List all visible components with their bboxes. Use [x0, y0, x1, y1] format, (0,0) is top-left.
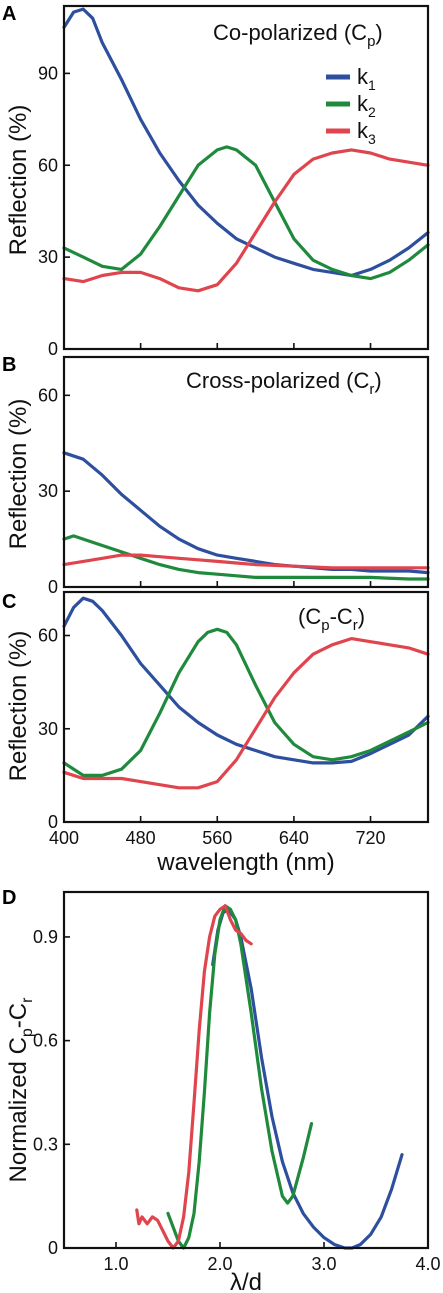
x-tick-label: 480: [126, 828, 156, 848]
plot-frame: [62, 590, 430, 824]
panel-c-xlabel: wavelength (nm): [156, 849, 334, 876]
x-tick-label: 400: [49, 828, 79, 848]
y-tick-label: 0: [48, 339, 58, 359]
series-line-k1: [62, 7, 430, 278]
panel-a-ylabel: Reflection (%): [5, 105, 32, 256]
panel-a-annotation: Co-polarized (Cp): [213, 20, 383, 50]
x-tick-label: 720: [356, 828, 386, 848]
x-tick-label: 1.0: [103, 1254, 128, 1274]
legend-item-k1: k1: [326, 64, 376, 93]
panel-a: A Co-polarized (Cp) k1 k2 k3 0 30 60 90: [2, 3, 430, 359]
legend-label-k1: k1: [357, 64, 376, 93]
y-tick-label: 30: [38, 719, 58, 739]
series-line-k2: [166, 904, 314, 1250]
panel-letter-d: D: [2, 887, 16, 909]
y-tick-label: 90: [38, 63, 58, 83]
y-tick-label: 0.3: [33, 1134, 58, 1154]
y-tick-label: 0: [48, 812, 58, 832]
series-line-k3: [62, 148, 430, 293]
panel-letter-c: C: [2, 591, 16, 613]
x-tick-label: 4.0: [415, 1254, 440, 1274]
legend-label-k3: k3: [357, 118, 376, 147]
panel-d-xlabel: λ/d: [230, 1269, 262, 1293]
x-tick-label: 640: [279, 828, 309, 848]
panel-d: D 0 0.3 0.6 0.9 1.0 2.0 3.0 4.0: [2, 887, 441, 1274]
y-tick-label: 60: [38, 626, 58, 646]
panel-b-ylabel: Reflection (%): [5, 399, 32, 550]
plot-frame: [62, 890, 430, 1250]
plot-frame: [62, 355, 430, 589]
panel-letter-a: A: [2, 3, 16, 25]
y-tick-label: 30: [38, 481, 58, 501]
x-tick-label: 2.0: [207, 1254, 232, 1274]
series-line-k1: [62, 451, 430, 575]
panel-c-annotation: (Cp-Cr): [298, 604, 365, 634]
y-tick-label: 0: [48, 577, 58, 597]
series-line-k1: [62, 596, 430, 765]
panel-c-ylabel: Reflection (%): [5, 631, 32, 782]
series-line-k2: [62, 627, 430, 777]
panel-letter-b: B: [2, 354, 16, 376]
series-line-k2: [62, 534, 430, 581]
series-line-k1: [211, 907, 404, 1250]
y-tick-label: 0.6: [33, 1031, 58, 1051]
x-tick-label: 560: [202, 828, 232, 848]
panel-b-annotation: Cross-polarized (Cr): [186, 368, 382, 398]
panel-b: B Cross-polarized (Cr) 0 30 60: [2, 354, 430, 597]
y-tick-label: 0.9: [33, 927, 58, 947]
y-tick-label: 60: [38, 385, 58, 405]
legend-label-k2: k2: [357, 91, 376, 120]
legend-item-k3: k3: [326, 118, 376, 147]
y-tick-label: 60: [38, 155, 58, 175]
legend: k1 k2 k3: [326, 64, 376, 147]
series-line-k3: [62, 637, 430, 790]
plot-frame: [62, 4, 430, 351]
series-line-k3: [135, 904, 253, 1250]
y-tick-label: 0: [48, 1238, 58, 1258]
series-line-k3: [62, 553, 430, 570]
x-tick-label: 3.0: [311, 1254, 336, 1274]
series-line-k2: [62, 145, 430, 281]
panel-d-ylabel: Normalized Cp-Cr: [5, 997, 36, 1183]
panel-c: C (Cp-Cr) 0 30 60 400 480 560 640 720: [2, 590, 430, 848]
legend-item-k2: k2: [326, 91, 376, 120]
y-tick-label: 30: [38, 247, 58, 267]
